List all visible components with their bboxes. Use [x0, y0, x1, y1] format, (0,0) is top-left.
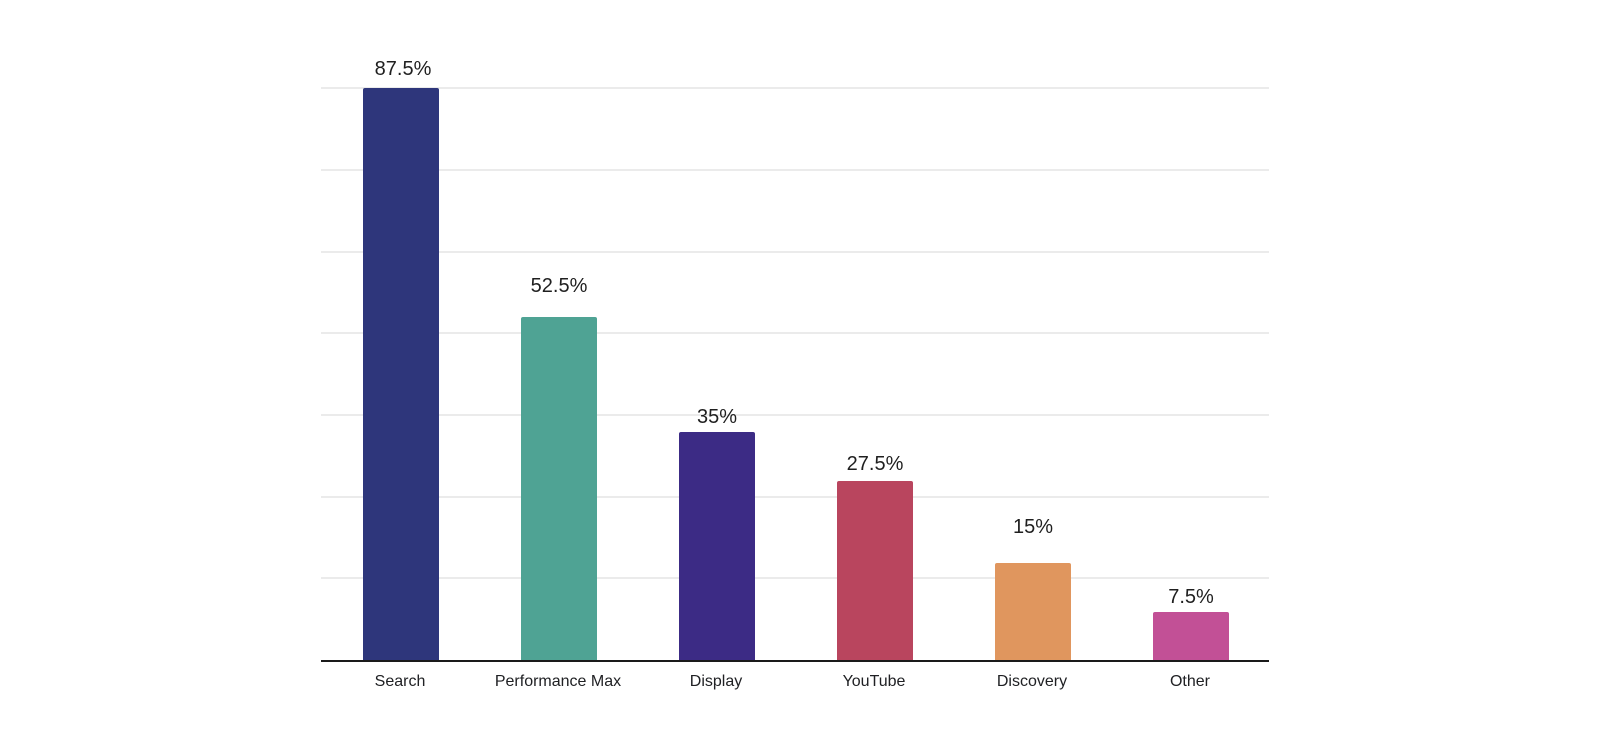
value-label: 87.5% — [374, 58, 432, 80]
gridline — [321, 251, 1269, 253]
value-label: 35% — [696, 406, 738, 428]
x-tick-label: YouTube — [842, 673, 906, 690]
bar-discovery — [995, 563, 1071, 661]
x-tick-label: Discovery — [996, 673, 1068, 690]
bar-display — [679, 432, 755, 661]
gridline — [321, 414, 1269, 416]
bar-search — [363, 88, 439, 661]
value-label: 7.5% — [1168, 586, 1214, 608]
bar-youtube — [837, 481, 913, 661]
x-axis-line — [321, 660, 1269, 662]
gridline — [321, 577, 1269, 579]
gridline — [321, 169, 1269, 171]
x-tick-label: Display — [689, 673, 743, 690]
value-label: 52.5% — [530, 275, 588, 297]
bar-chart: 87.5% 52.5% 35% 27.5% 15% 7.5% Search Pe… — [321, 0, 1269, 739]
bar-performance-max — [521, 317, 597, 661]
x-tick-label: Performance Max — [494, 673, 622, 690]
gridline — [321, 87, 1269, 89]
value-label: 27.5% — [846, 453, 904, 475]
x-tick-label: Search — [374, 673, 426, 690]
gridline — [321, 496, 1269, 498]
value-label: 15% — [1012, 516, 1054, 538]
x-tick-label: Other — [1169, 673, 1210, 690]
gridline — [321, 332, 1269, 334]
bar-other — [1153, 612, 1229, 661]
